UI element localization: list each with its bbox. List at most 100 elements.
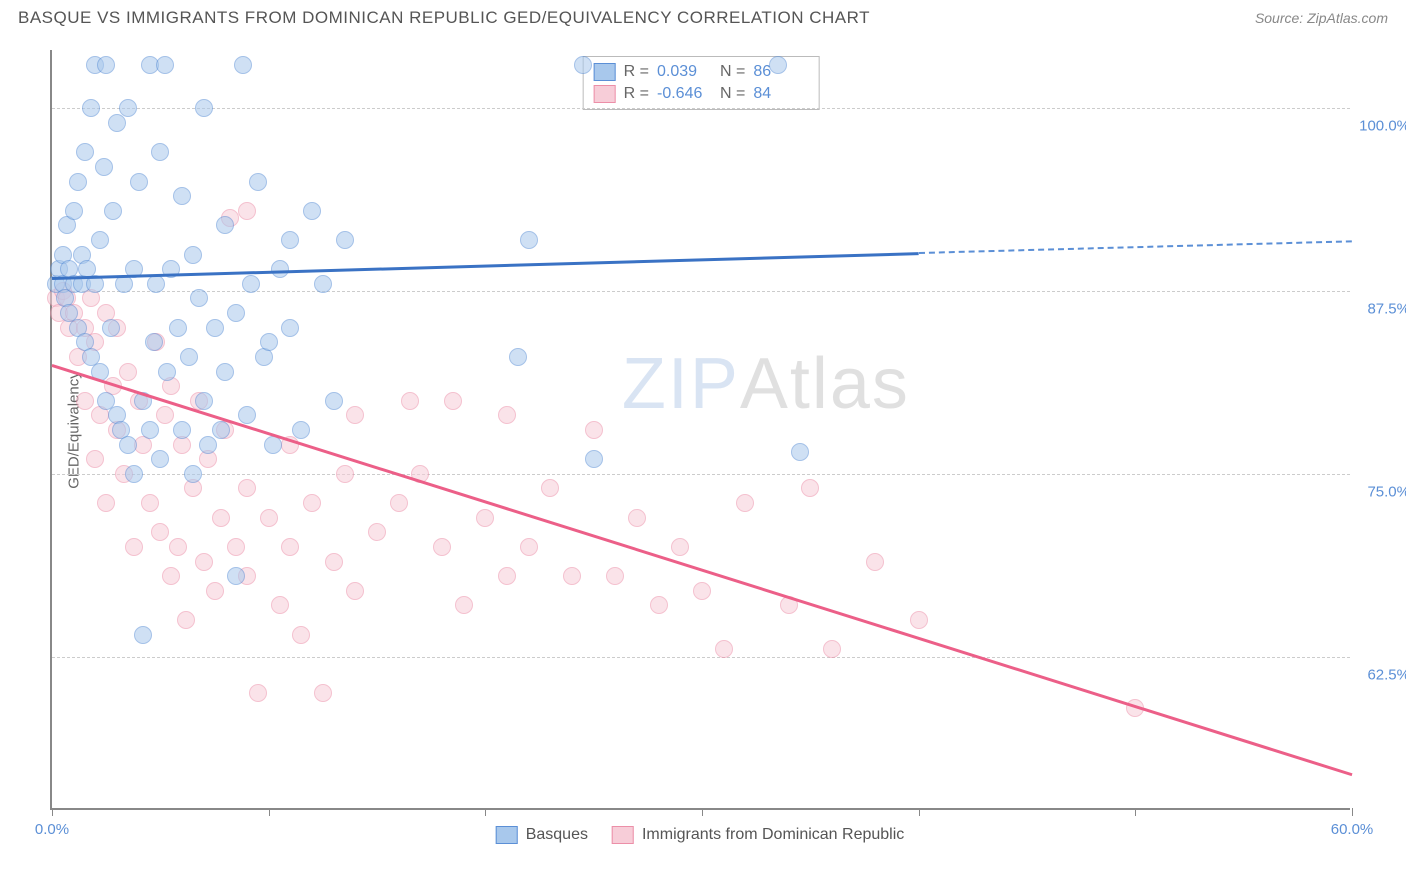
n-value-dominican: 84 [753, 85, 808, 103]
scatter-point [190, 289, 208, 307]
scatter-point [292, 421, 310, 439]
scatter-point [455, 596, 473, 614]
swatch-pink-icon [594, 85, 616, 103]
scatter-point [336, 231, 354, 249]
scatter-point [125, 465, 143, 483]
scatter-point [910, 611, 928, 629]
r-label: R = [624, 85, 649, 103]
scatter-point [169, 319, 187, 337]
scatter-point [238, 406, 256, 424]
scatter-point [86, 450, 104, 468]
x-tick-label: 0.0% [35, 821, 69, 838]
scatter-point [184, 246, 202, 264]
scatter-point [108, 114, 126, 132]
scatter-point [520, 231, 538, 249]
scatter-point [336, 465, 354, 483]
scatter-point [866, 553, 884, 571]
scatter-point [585, 421, 603, 439]
scatter-point [234, 56, 252, 74]
scatter-point [242, 275, 260, 293]
scatter-point [498, 567, 516, 585]
scatter-point [281, 319, 299, 337]
chart-area: GED/Equivalency ZIPAtlas R = 0.039 N = 8… [50, 50, 1350, 810]
scatter-point [206, 319, 224, 337]
scatter-point [216, 363, 234, 381]
n-label: N = [720, 85, 745, 103]
scatter-point [125, 538, 143, 556]
scatter-point [119, 436, 137, 454]
scatter-point [628, 509, 646, 527]
scatter-point [390, 494, 408, 512]
scatter-point [173, 421, 191, 439]
x-tick [1352, 808, 1353, 816]
scatter-point [292, 626, 310, 644]
legend-item-dominican: Immigrants from Dominican Republic [612, 826, 904, 844]
swatch-blue-icon [594, 63, 616, 81]
gridline [52, 474, 1350, 475]
scatter-point [325, 392, 343, 410]
scatter-point [715, 640, 733, 658]
scatter-point [433, 538, 451, 556]
r-value-basques: 0.039 [657, 63, 712, 81]
scatter-point [227, 567, 245, 585]
scatter-point [769, 56, 787, 74]
scatter-point [509, 348, 527, 366]
scatter-point [199, 436, 217, 454]
scatter-point [212, 421, 230, 439]
scatter-point [346, 582, 364, 600]
x-tick [269, 808, 270, 816]
y-tick-label: 62.5% [1355, 666, 1406, 683]
scatter-point [227, 538, 245, 556]
scatter-point [156, 56, 174, 74]
scatter-point [401, 392, 419, 410]
scatter-point [444, 392, 462, 410]
scatter-point [227, 304, 245, 322]
scatter-point [104, 202, 122, 220]
scatter-point [119, 363, 137, 381]
scatter-point [156, 406, 174, 424]
scatter-point [65, 202, 83, 220]
gridline [52, 108, 1350, 109]
scatter-point [169, 538, 187, 556]
scatter-point [606, 567, 624, 585]
scatter-point [314, 275, 332, 293]
series-legend: Basques Immigrants from Dominican Republ… [496, 826, 905, 844]
scatter-point [736, 494, 754, 512]
scatter-point [346, 406, 364, 424]
scatter-point [69, 173, 87, 191]
y-tick-label: 100.0% [1355, 118, 1406, 135]
scatter-point [271, 260, 289, 278]
scatter-point [823, 640, 841, 658]
x-tick [919, 808, 920, 816]
source-attribution: Source: ZipAtlas.com [1255, 10, 1388, 26]
scatter-point [249, 684, 267, 702]
trend-line [919, 240, 1352, 254]
r-value-dominican: -0.646 [657, 85, 712, 103]
y-tick-label: 87.5% [1355, 301, 1406, 318]
legend-label-basques: Basques [526, 826, 588, 844]
x-tick [702, 808, 703, 816]
scatter-point [134, 626, 152, 644]
x-tick-label: 60.0% [1331, 821, 1374, 838]
scatter-point [281, 231, 299, 249]
x-tick [485, 808, 486, 816]
scatter-point [206, 582, 224, 600]
header: BASQUE VS IMMIGRANTS FROM DOMINICAN REPU… [0, 0, 1406, 32]
scatter-point [212, 509, 230, 527]
scatter-point [195, 553, 213, 571]
x-tick [1135, 808, 1136, 816]
scatter-point [76, 392, 94, 410]
scatter-point [141, 421, 159, 439]
scatter-point [368, 523, 386, 541]
scatter-point [271, 596, 289, 614]
source-name: ZipAtlas.com [1307, 10, 1388, 26]
plot-region: ZIPAtlas R = 0.039 N = 86 R = -0.646 N =… [50, 50, 1350, 810]
scatter-point [260, 509, 278, 527]
scatter-point [158, 363, 176, 381]
scatter-point [693, 582, 711, 600]
scatter-point [177, 611, 195, 629]
legend-label-dominican: Immigrants from Dominican Republic [642, 826, 904, 844]
watermark-atlas: Atlas [740, 344, 910, 424]
scatter-point [791, 443, 809, 461]
scatter-point [563, 567, 581, 585]
